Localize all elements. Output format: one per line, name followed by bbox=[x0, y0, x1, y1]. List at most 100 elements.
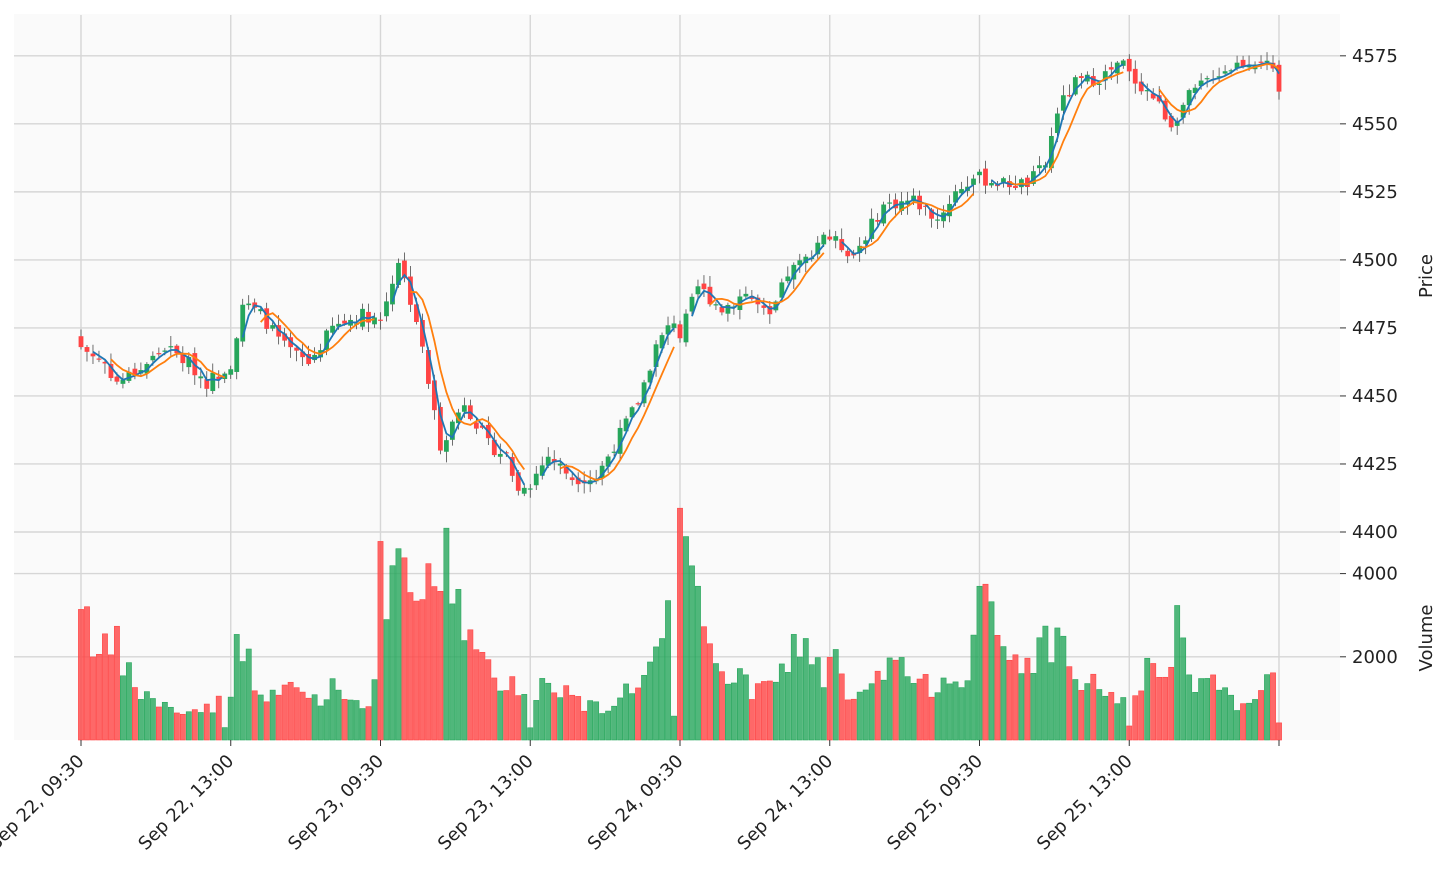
candlestick bbox=[887, 193, 893, 212]
candle-body bbox=[533, 473, 539, 486]
candle-body bbox=[761, 305, 767, 308]
volume-bar bbox=[581, 710, 588, 741]
volume-bar bbox=[719, 671, 725, 741]
candlestick bbox=[785, 266, 791, 284]
candle-body bbox=[575, 477, 581, 485]
volume-bar bbox=[940, 677, 947, 741]
candle-body bbox=[815, 242, 821, 255]
candlestick bbox=[833, 230, 839, 249]
candlestick bbox=[533, 465, 539, 491]
candlestick bbox=[713, 301, 719, 310]
volume-bar bbox=[844, 699, 851, 741]
candlestick bbox=[665, 316, 671, 346]
candle-body bbox=[396, 262, 401, 285]
volume-bar bbox=[257, 694, 264, 741]
candlestick bbox=[725, 302, 731, 322]
candlestick bbox=[935, 209, 940, 229]
candle-body bbox=[893, 199, 899, 209]
volume-bar bbox=[473, 649, 480, 741]
volume-bar bbox=[766, 680, 773, 741]
candle-body bbox=[653, 344, 659, 367]
candlestick bbox=[827, 229, 833, 241]
volume-bar bbox=[155, 706, 162, 741]
candle-body bbox=[635, 403, 641, 405]
candlestick bbox=[264, 302, 270, 334]
candlesticks bbox=[78, 52, 1282, 498]
candle-body bbox=[935, 219, 940, 221]
candlestick bbox=[491, 432, 497, 458]
volume-bar bbox=[527, 727, 534, 741]
volume-bar bbox=[132, 687, 138, 741]
volume-bar bbox=[431, 586, 438, 741]
moving-average-line-3 bbox=[391, 273, 526, 486]
candlestick bbox=[815, 236, 821, 261]
candle-body bbox=[342, 320, 347, 324]
volume-bar bbox=[449, 603, 456, 741]
volume-bar bbox=[215, 695, 222, 741]
volume-bar bbox=[820, 687, 827, 741]
volume-bar bbox=[221, 727, 228, 741]
volume-bar bbox=[503, 690, 510, 741]
volume-bar bbox=[922, 674, 929, 741]
volume-bar bbox=[593, 701, 600, 741]
volume-bar bbox=[539, 678, 546, 741]
candle-body bbox=[1031, 171, 1036, 184]
candlestick bbox=[521, 483, 527, 497]
candle-body bbox=[294, 347, 300, 351]
volume-bar bbox=[874, 670, 881, 741]
volume-bar bbox=[832, 649, 839, 741]
volume-bar bbox=[102, 633, 108, 741]
volume-bar bbox=[1012, 654, 1019, 741]
candle-body bbox=[833, 236, 839, 241]
candle-body bbox=[366, 311, 371, 323]
volume-bar bbox=[647, 661, 653, 741]
volume-bar bbox=[293, 687, 300, 741]
candlestick bbox=[1162, 98, 1168, 122]
volume-bar bbox=[772, 681, 779, 741]
candlestick bbox=[384, 292, 389, 322]
candle-body bbox=[108, 363, 114, 378]
candlestick bbox=[1258, 55, 1264, 70]
candle-body bbox=[426, 349, 431, 384]
volume-bar bbox=[413, 600, 420, 741]
candle-body bbox=[443, 440, 449, 452]
volume-bar bbox=[1102, 695, 1109, 741]
candle-body bbox=[743, 293, 749, 297]
candle-body bbox=[282, 333, 288, 341]
candlestick bbox=[240, 298, 246, 347]
candlestick bbox=[683, 309, 689, 347]
candlestick bbox=[312, 347, 318, 363]
candlestick bbox=[1126, 54, 1132, 82]
volume-bar bbox=[569, 694, 576, 741]
volume-bar bbox=[545, 682, 552, 741]
time-tick-label: Sep 25, 09:30 bbox=[883, 751, 987, 855]
price-tick-label: 4425 bbox=[1352, 454, 1398, 475]
candle-body bbox=[479, 425, 485, 428]
price-tick-label: 4575 bbox=[1352, 46, 1398, 67]
candlestick bbox=[677, 320, 683, 343]
volume-bar bbox=[395, 548, 402, 741]
candle-body bbox=[923, 205, 928, 207]
volume-bar bbox=[401, 557, 408, 741]
candle-body bbox=[491, 439, 497, 456]
volume-bars bbox=[78, 507, 1282, 741]
candlestick bbox=[1066, 84, 1072, 98]
volume-bar bbox=[485, 659, 492, 741]
candle-body bbox=[300, 351, 306, 358]
volume-bar bbox=[114, 625, 120, 741]
candle-body bbox=[1234, 62, 1240, 69]
candle-body bbox=[408, 276, 413, 305]
candle-body bbox=[1258, 61, 1264, 63]
candlestick bbox=[947, 195, 952, 223]
volume-bar bbox=[754, 683, 761, 741]
volume-bar bbox=[1108, 692, 1115, 741]
candle-body bbox=[1066, 95, 1072, 97]
candle-body bbox=[336, 323, 341, 327]
volume-bar bbox=[725, 683, 731, 741]
candlestick bbox=[623, 415, 629, 433]
candle-body bbox=[162, 350, 168, 352]
candle-body bbox=[929, 209, 934, 219]
candle-body bbox=[210, 372, 216, 392]
volume-bar bbox=[683, 536, 689, 741]
volume-bar bbox=[1276, 722, 1282, 741]
